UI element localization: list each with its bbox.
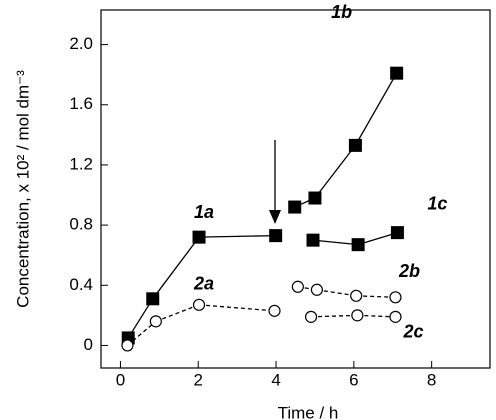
series-line xyxy=(354,72,398,146)
marker xyxy=(121,339,134,352)
y-tick-label: 1.2 xyxy=(69,154,93,173)
plot-frame xyxy=(100,9,491,369)
marker xyxy=(351,309,364,322)
marker xyxy=(306,233,320,247)
x-tick-label: 2 xyxy=(194,370,203,389)
marker xyxy=(192,298,206,311)
series-label: 1c xyxy=(427,193,447,213)
marker xyxy=(389,291,402,304)
series-line xyxy=(311,314,358,318)
series-label: 2b xyxy=(398,261,420,281)
marker xyxy=(390,66,404,80)
x-axis-label: Time / h xyxy=(278,403,339,420)
series-line xyxy=(357,314,396,318)
series-line xyxy=(127,320,157,346)
marker xyxy=(390,226,404,240)
marker xyxy=(351,238,365,252)
x-tick-label: 0 xyxy=(116,370,125,389)
arrow-head xyxy=(269,210,281,224)
marker xyxy=(192,230,206,244)
y-tick-label: 0.4 xyxy=(69,275,93,294)
series-line xyxy=(357,232,398,246)
series-label: 2a xyxy=(193,274,214,294)
marker xyxy=(269,229,283,243)
series-line xyxy=(198,304,275,312)
x-tick-label: 8 xyxy=(427,370,436,389)
y-tick-label: 0 xyxy=(84,335,93,354)
series-line xyxy=(152,236,200,300)
series-label: 1b xyxy=(331,2,352,22)
y-tick-label: 0.8 xyxy=(69,215,93,234)
marker xyxy=(348,138,362,152)
y-tick-label: 1.6 xyxy=(69,94,93,113)
marker xyxy=(304,310,318,323)
series-line xyxy=(312,239,359,246)
marker xyxy=(268,304,281,317)
marker xyxy=(308,191,322,205)
series-line xyxy=(155,304,200,322)
marker xyxy=(389,310,402,323)
series-line xyxy=(127,298,154,339)
series-label: 1a xyxy=(194,202,214,222)
marker xyxy=(288,200,302,214)
y-axis-label: Concentration, x 10² / mol dm⁻³ xyxy=(13,70,32,308)
marker xyxy=(291,280,304,293)
x-tick-label: 4 xyxy=(271,370,280,389)
marker xyxy=(149,315,162,328)
marker xyxy=(310,283,323,296)
marker xyxy=(350,289,363,302)
series-line xyxy=(314,144,356,199)
x-tick-label: 6 xyxy=(349,370,358,389)
marker xyxy=(146,292,160,306)
y-tick-label: 2.0 xyxy=(69,34,93,53)
series-line xyxy=(199,234,276,238)
series-label: 2c xyxy=(402,322,423,342)
